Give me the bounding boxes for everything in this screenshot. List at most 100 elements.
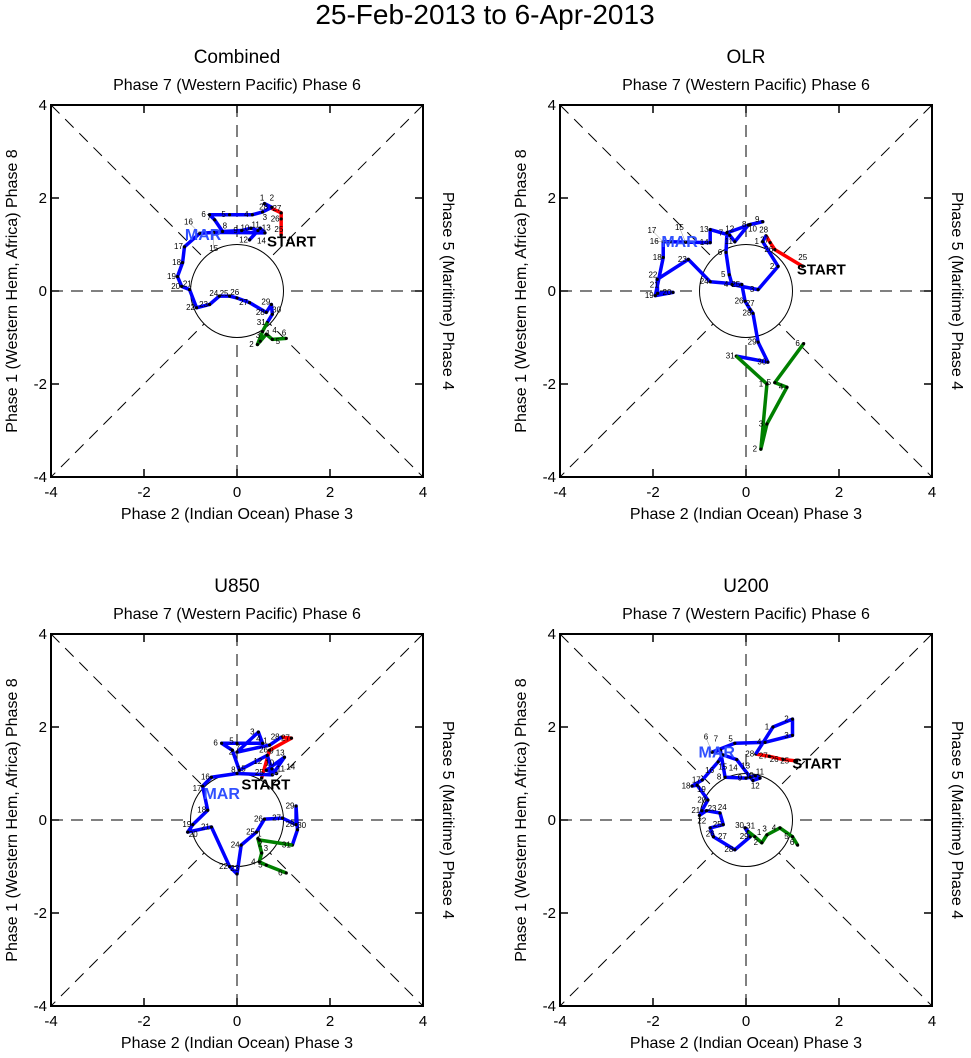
- day-label: 30: [272, 305, 281, 314]
- data-point: [708, 241, 712, 245]
- day-label: 28: [724, 845, 733, 854]
- x-tick-label: -2: [646, 1013, 659, 1030]
- day-label: 13: [262, 224, 271, 233]
- x-tick-label: -4: [553, 484, 566, 501]
- day-label: 1: [257, 829, 262, 838]
- data-point: [258, 339, 262, 343]
- x-axis-label: Phase 2 (Indian Ocean) Phase 3: [630, 1035, 862, 1052]
- data-point: [751, 778, 755, 783]
- data-point: [279, 211, 283, 215]
- start-label: START: [267, 234, 316, 251]
- day-label: 2: [270, 194, 275, 203]
- y-axis-label: Phase 1 (Western Hem, Africa) Phase 8: [4, 678, 21, 961]
- data-point: [760, 841, 764, 845]
- day-label: 20: [697, 795, 706, 804]
- day-label: 1: [757, 828, 762, 837]
- day-label: 4: [724, 280, 729, 289]
- series-line-feb: [259, 735, 294, 779]
- day-label: 4: [757, 738, 762, 747]
- day-label: 4: [779, 383, 784, 392]
- day-label: 6: [790, 838, 795, 847]
- data-point: [776, 264, 780, 268]
- day-label: 25: [731, 280, 740, 289]
- top-phase-label: Phase 7 (Western Pacific) Phase 6: [622, 606, 870, 623]
- x-tick-label: 0: [742, 484, 750, 501]
- day-label: 10: [265, 759, 274, 768]
- data-point: [668, 240, 672, 244]
- label-layer: MARSTART25262728123456789101112131415161…: [645, 215, 846, 454]
- x-axis-label: Phase 2 (Indian Ocean) Phase 3: [121, 506, 353, 523]
- data-point: [264, 863, 268, 867]
- day-label: 7: [207, 213, 212, 222]
- day-label: 19: [182, 820, 191, 829]
- data-point: [671, 290, 675, 294]
- right-phase-label: Phase 5 (Maritime) Phase 4: [439, 192, 456, 390]
- day-label: 18: [197, 806, 206, 815]
- data-point: [718, 811, 722, 815]
- day-label: 24: [700, 277, 709, 286]
- data-point: [294, 823, 298, 827]
- y-tick-label: -4: [543, 998, 556, 1015]
- day-label: 28: [256, 308, 265, 317]
- data-point: [260, 329, 265, 334]
- day-label: 15: [209, 244, 218, 253]
- data-point: [175, 274, 180, 279]
- day-label: 1: [260, 193, 265, 202]
- data-point: [213, 218, 217, 222]
- data-point: [802, 341, 806, 346]
- day-label: 3: [750, 285, 755, 294]
- day-label: 26: [764, 245, 773, 254]
- day-label: 23: [230, 864, 239, 873]
- x-tick-label: -2: [137, 484, 150, 501]
- day-label: 6: [704, 733, 709, 742]
- y-tick-label: 4: [548, 626, 556, 643]
- data-point: [284, 336, 288, 341]
- label-leader-line: [679, 227, 686, 243]
- day-label: 25: [713, 820, 722, 829]
- data-point: [255, 342, 260, 347]
- data-point: [227, 864, 232, 869]
- x-tick-label: -2: [137, 1013, 150, 1030]
- data-point: [270, 312, 274, 316]
- day-label: 2: [249, 340, 254, 349]
- day-label: 1: [765, 722, 770, 731]
- day-label: 2: [229, 748, 234, 757]
- label-leader-line: [651, 230, 664, 242]
- data-point: [262, 817, 267, 821]
- day-label: 31: [746, 821, 755, 830]
- data-point: [200, 784, 205, 788]
- data-point: [718, 748, 723, 752]
- day-label: 28: [259, 203, 268, 212]
- day-label: 3: [264, 844, 269, 853]
- day-label: 26: [735, 297, 744, 306]
- x-axis-label: Phase 2 (Indian Ocean) Phase 3: [630, 506, 862, 523]
- data-point: [217, 294, 221, 298]
- top-phase-label: Phase 7 (Western Pacific) Phase 6: [622, 77, 870, 94]
- day-label: 4: [272, 326, 277, 335]
- day-label: 24: [231, 841, 240, 850]
- day-label: 19: [645, 291, 654, 300]
- data-point: [785, 385, 789, 389]
- day-label: 8: [231, 766, 236, 775]
- data-point: [239, 843, 243, 847]
- right-phase-label: Phase 5 (Maritime) Phase 4: [948, 192, 965, 390]
- data-point: [753, 835, 757, 839]
- day-label: 27: [760, 236, 769, 245]
- x-tick-label: 2: [326, 484, 334, 501]
- day-label: 19: [167, 272, 176, 281]
- day-label: 10: [745, 771, 754, 780]
- month-label: MAR: [661, 234, 698, 251]
- y-tick-label: 2: [39, 190, 47, 207]
- data-point: [235, 750, 239, 754]
- y-tick-label: 4: [39, 626, 47, 643]
- day-label: 5: [767, 378, 772, 387]
- day-label: 12: [253, 757, 262, 766]
- data-point: [256, 730, 260, 734]
- data-point: [765, 382, 769, 386]
- data-point: [263, 231, 267, 235]
- day-label: 28: [271, 733, 280, 742]
- day-label: 17: [174, 242, 183, 251]
- y-tick-label: -2: [34, 376, 47, 393]
- data-point: [209, 825, 214, 829]
- data-point: [721, 823, 725, 827]
